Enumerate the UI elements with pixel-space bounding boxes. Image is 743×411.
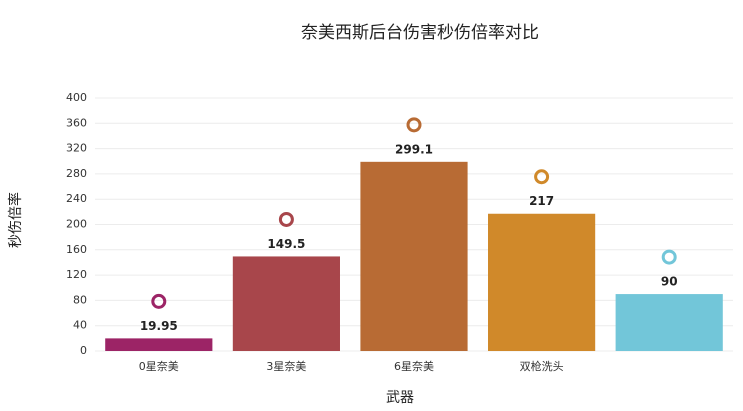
data-label: 299.1 — [395, 142, 433, 156]
y-tick-label: 400 — [66, 91, 87, 104]
marker-ring — [534, 169, 550, 185]
y-tick-label: 240 — [66, 192, 87, 205]
y-tick-label: 0 — [80, 344, 87, 357]
data-label: 19.95 — [140, 319, 178, 333]
marker-ring — [406, 117, 422, 133]
y-tick-label: 320 — [66, 142, 87, 155]
bar — [232, 256, 340, 351]
bar — [360, 161, 468, 351]
x-axis-title: 武器 — [386, 390, 414, 406]
x-tick-label: 0星奈美 — [139, 359, 179, 373]
y-tick-label: 280 — [66, 167, 87, 180]
y-tick-label: 40 — [73, 319, 87, 332]
y-axis-title: 秒伤倍率 — [7, 192, 24, 248]
bar — [615, 294, 723, 351]
y-tick-label: 200 — [66, 218, 87, 231]
marker-ring — [661, 249, 677, 265]
y-tick-label: 120 — [66, 268, 87, 281]
y-tick-label: 80 — [73, 293, 87, 306]
y-tick-label: 360 — [66, 116, 87, 129]
x-tick-label: 双枪洗头 — [520, 359, 564, 373]
x-tick-label: 6星奈美 — [394, 359, 434, 373]
data-label: 149.5 — [267, 237, 305, 251]
marker-ring — [278, 211, 294, 227]
x-tick-label: 3星奈美 — [266, 359, 306, 373]
data-label: 90 — [661, 275, 678, 289]
y-tick-label: 160 — [66, 243, 87, 256]
data-label: 217 — [529, 194, 554, 208]
marker-ring — [151, 293, 167, 309]
chart-title: 奈美西斯后台伤害秒伤倍率对比 — [301, 23, 539, 43]
bar — [488, 213, 596, 351]
bar — [105, 338, 213, 351]
